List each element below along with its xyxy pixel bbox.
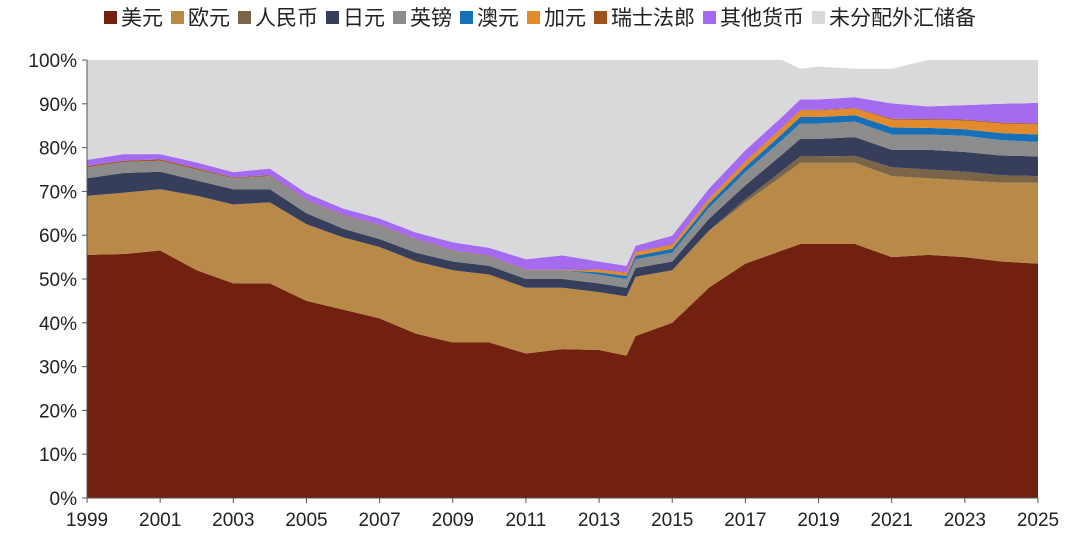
y-tick-label: 100%: [28, 51, 77, 72]
y-tick-label: 50%: [39, 270, 77, 291]
legend-item: 澳元: [460, 2, 519, 32]
x-tick-label: 2005: [285, 510, 327, 531]
legend-swatch: [238, 10, 251, 24]
legend-label: 未分配外汇储备: [829, 7, 976, 30]
x-tick-label: 2019: [797, 510, 839, 531]
y-tick-label: 40%: [39, 314, 77, 335]
legend-item: 日元: [326, 2, 385, 32]
x-tick-label: 2025: [1017, 510, 1059, 531]
legend-label: 瑞士法郎: [611, 7, 695, 30]
legend-item: 未分配外汇储备: [812, 2, 976, 32]
legend-label: 澳元: [477, 7, 519, 30]
legend-swatch: [393, 10, 406, 24]
area-series-1: [87, 162, 1038, 356]
legend-swatch: [527, 10, 540, 24]
area-series-9: [87, 60, 1038, 266]
y-tick-label: 80%: [39, 139, 77, 160]
x-tick-label: 2007: [358, 510, 400, 531]
y-tick-label: 20%: [39, 401, 77, 422]
x-tick-label: 2021: [871, 510, 913, 531]
y-tick-label: 90%: [39, 95, 77, 116]
y-tick-label: 0%: [50, 489, 78, 510]
x-tick-label: 2013: [578, 510, 620, 531]
legend-swatch: [104, 10, 117, 24]
y-tick-label: 60%: [39, 226, 77, 247]
x-tick-label: 2015: [651, 510, 693, 531]
legend-swatch: [326, 10, 339, 24]
y-tick-label: 10%: [39, 445, 77, 466]
y-tick-label: 70%: [39, 182, 77, 203]
legend-label: 日元: [343, 7, 385, 30]
legend-item: 英镑: [393, 2, 452, 32]
legend-swatch: [594, 10, 607, 24]
legend: 美元 欧元 人民币 日元 英镑 澳元 加元 瑞士法郎 其他货币 未分配外汇储备: [0, 2, 1080, 32]
legend-item: 加元: [527, 2, 586, 32]
legend-swatch: [703, 10, 716, 24]
x-tick-label: 2009: [432, 510, 474, 531]
legend-label: 加元: [544, 7, 586, 30]
area-series-0: [87, 243, 1038, 498]
x-tick-label: 2003: [212, 510, 254, 531]
legend-label: 其他货币: [720, 7, 804, 30]
legend-item: 其他货币: [703, 2, 804, 32]
legend-label: 人民币: [255, 7, 318, 30]
legend-swatch: [460, 10, 473, 24]
legend-item: 瑞士法郎: [594, 2, 695, 32]
area-series-4: [87, 121, 1038, 288]
legend-label: 欧元: [188, 7, 230, 30]
x-tick-label: 1999: [66, 510, 108, 531]
x-tick-label: 2001: [139, 510, 181, 531]
area-series-8: [87, 97, 1038, 273]
legend-swatch: [171, 10, 184, 24]
x-tick-label: 2023: [944, 510, 986, 531]
legend-label: 美元: [121, 7, 163, 30]
legend-item: 人民币: [238, 2, 318, 32]
legend-item: 美元: [104, 2, 163, 32]
area-series-3: [87, 137, 1038, 297]
x-tick-label: 2011: [505, 510, 546, 531]
area-series-6: [87, 108, 1038, 276]
legend-item: 欧元: [171, 2, 230, 32]
legend-label: 英镑: [410, 7, 452, 30]
area-series-5: [87, 115, 1038, 279]
y-tick-label: 30%: [39, 358, 77, 379]
x-tick-label: 2017: [724, 510, 766, 531]
legend-swatch: [812, 10, 825, 24]
